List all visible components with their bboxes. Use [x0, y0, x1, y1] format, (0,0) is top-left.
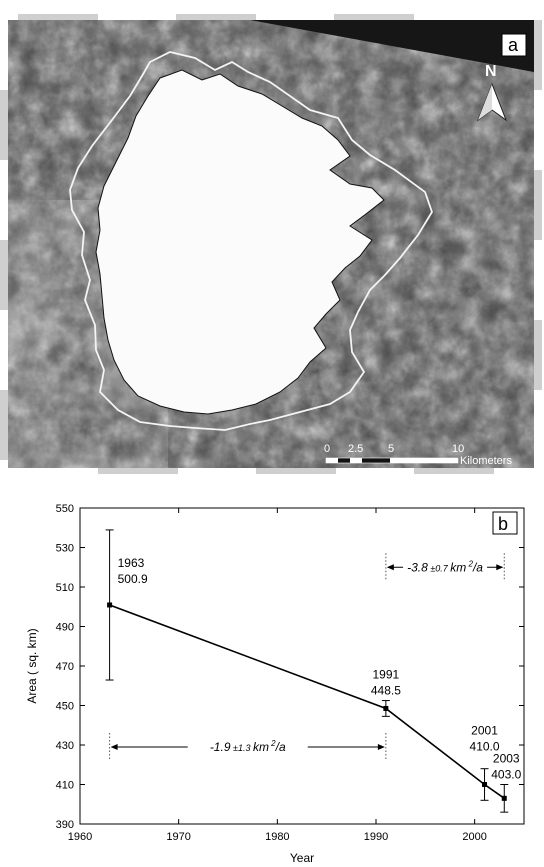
y-tick-label: 450 — [56, 701, 74, 713]
x-tick-label: 1980 — [265, 831, 289, 843]
point-label-year: 2001 — [471, 724, 498, 738]
y-tick-label: 530 — [56, 543, 74, 555]
point-label-year: 2003 — [493, 751, 520, 765]
y-axis-label: Area ( sq. km) — [25, 628, 39, 703]
area-series-line — [109, 604, 505, 799]
point-label-year: 1963 — [118, 556, 145, 570]
point-label-year: 1991 — [373, 667, 400, 681]
scale-bar: 0 2.5 5 10 Kilometers — [324, 443, 512, 467]
y-tick-label: 470 — [56, 661, 74, 673]
north-label: N — [485, 63, 497, 80]
satellite-map: N a 0 2.5 5 10 Kilometers — [0, 14, 542, 474]
y-tick-label: 410 — [56, 780, 74, 792]
x-tick-label: 2000 — [462, 831, 486, 843]
point-label-value: 448.5 — [371, 683, 401, 697]
data-point — [107, 602, 113, 608]
y-tick-label: 510 — [56, 582, 74, 594]
frame-ticks — [0, 14, 542, 474]
satellite-panel: N a 0 2.5 5 10 Kilometers — [0, 14, 542, 474]
rate-label: -1.9 ±1.3 km 2/a — [210, 739, 286, 754]
data-point — [501, 795, 507, 801]
scale-tick-10: 10 — [452, 443, 464, 455]
data-point — [383, 705, 389, 711]
scale-tick-5: 5 — [388, 443, 394, 455]
y-tick-label: 550 — [56, 503, 74, 515]
ice-extent-1963-outline — [69, 51, 433, 431]
scale-unit: Kilometers — [460, 455, 512, 467]
panel-label-b: b — [498, 514, 508, 534]
rate-label: -3.8 ±0.7 km 2/a — [407, 559, 483, 574]
x-axis: 1960 1970 1980 1990 2000 — [68, 508, 487, 843]
ice-cap-2003 — [95, 69, 385, 415]
rate-arrowhead-right — [377, 743, 385, 750]
rate-arrowhead-left — [386, 564, 394, 571]
point-label-value: 500.9 — [118, 572, 148, 586]
panel-label-a: a — [508, 35, 519, 55]
annotation-layer: -1.9 ±1.3 km 2/a -3.8 ±0.7 km 2/a — [109, 553, 505, 761]
y-tick-label: 430 — [56, 740, 74, 752]
point-label-value: 410.0 — [470, 740, 500, 754]
scale-tick-2-5: 2.5 — [348, 443, 363, 455]
rate-arrowhead-left — [110, 743, 118, 750]
rate-arrowhead-right — [496, 564, 504, 571]
y-tick-label: 490 — [56, 622, 74, 634]
point-label-value: 403.0 — [491, 767, 521, 781]
scale-tick-0: 0 — [324, 443, 330, 455]
x-axis-label: Year — [290, 851, 314, 862]
y-axis: 390 410 430 450 470 490 510 530 550 — [56, 503, 524, 831]
north-arrow: N — [476, 63, 508, 122]
y-tick-label: 390 — [56, 819, 74, 831]
area-chart: 390 410 430 450 470 490 510 530 550 1960 1970 1980… — [0, 490, 544, 865]
data-point — [482, 782, 488, 787]
x-tick-label: 1960 — [68, 831, 92, 843]
x-tick-label: 1990 — [364, 831, 388, 843]
area-chart-panel: 390 410 430 450 470 490 510 530 550 1960 1970 1980… — [0, 490, 544, 865]
x-tick-label: 1970 — [166, 831, 190, 843]
